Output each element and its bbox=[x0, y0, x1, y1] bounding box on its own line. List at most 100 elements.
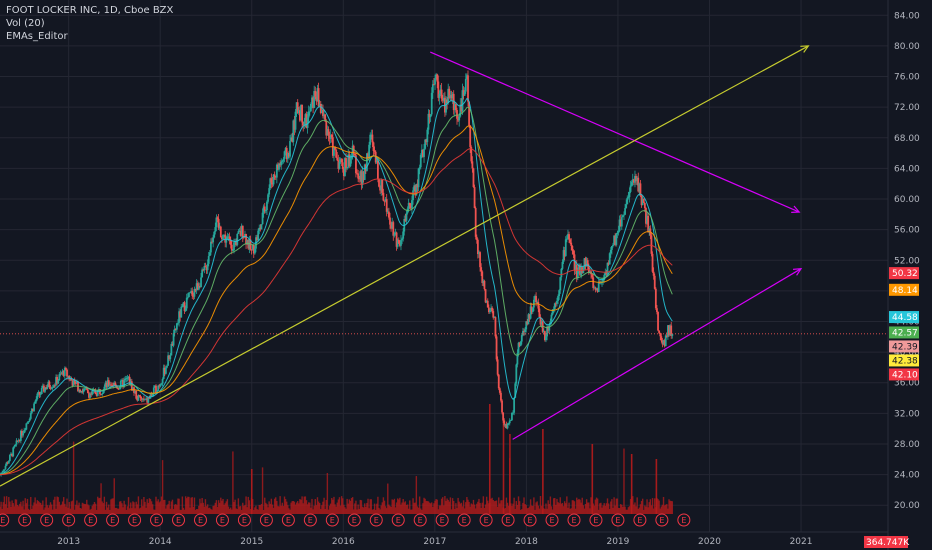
earnings-marker-icon[interactable] bbox=[347, 513, 361, 527]
earnings-marker-icon[interactable] bbox=[18, 513, 32, 527]
earnings-marker-icon[interactable] bbox=[589, 513, 603, 527]
volume-bar bbox=[315, 505, 318, 514]
earnings-marker-icon[interactable] bbox=[237, 513, 251, 527]
candle-body bbox=[256, 237, 258, 241]
candle-body bbox=[384, 199, 387, 201]
volume-bar bbox=[546, 508, 548, 514]
volume-bar bbox=[522, 502, 524, 514]
volume-bar bbox=[641, 498, 644, 514]
volume-indicator-label[interactable]: Vol (20) bbox=[6, 18, 45, 29]
candle-body bbox=[103, 386, 106, 391]
candle-body bbox=[5, 462, 8, 466]
earnings-marker-icon[interactable] bbox=[128, 513, 142, 527]
y-tick-label: 64.00 bbox=[894, 164, 920, 174]
volume-bar bbox=[557, 502, 559, 514]
earnings-marker-icon[interactable] bbox=[611, 513, 625, 527]
ema-indicator-label[interactable]: EMAs_Editor bbox=[6, 31, 68, 42]
volume-bar bbox=[206, 504, 209, 514]
earnings-marker-icon[interactable] bbox=[435, 513, 449, 527]
earnings-marker-icon[interactable] bbox=[281, 513, 295, 527]
candle-body bbox=[233, 242, 235, 251]
candle-body bbox=[297, 110, 300, 114]
candle-body bbox=[378, 179, 380, 187]
trendline-long-term-rising[interactable] bbox=[0, 45, 809, 487]
earnings-marker-icon[interactable] bbox=[677, 513, 691, 527]
candle-body bbox=[329, 134, 332, 139]
volume-badge bbox=[864, 536, 908, 548]
trendline-upper-resistance[interactable] bbox=[430, 51, 800, 213]
volume-bar bbox=[616, 498, 619, 514]
candle-body bbox=[537, 302, 540, 309]
earnings-marker-icon[interactable] bbox=[62, 513, 76, 527]
earnings-marker-icon[interactable] bbox=[215, 513, 229, 527]
earnings-marker-icon[interactable] bbox=[413, 513, 427, 527]
earnings-marker-icon[interactable] bbox=[523, 513, 537, 527]
earnings-marker-icon[interactable] bbox=[633, 513, 647, 527]
symbol-title[interactable]: FOOT LOCKER INC, 1D, Cboe BZX bbox=[6, 5, 174, 16]
earnings-marker-icon[interactable] bbox=[303, 513, 317, 527]
trendline-arrow-icon bbox=[800, 45, 810, 53]
trendline-lower-support[interactable] bbox=[512, 268, 802, 440]
volume-bar bbox=[111, 498, 113, 514]
earnings-marker-label: E bbox=[22, 516, 27, 525]
candle-body bbox=[58, 374, 61, 381]
earnings-marker-icon[interactable] bbox=[457, 513, 471, 527]
candle-body bbox=[631, 179, 634, 183]
volume-bar bbox=[663, 505, 666, 514]
candle-body bbox=[182, 302, 185, 307]
candle-body bbox=[508, 420, 511, 424]
earnings-marker-icon[interactable] bbox=[193, 513, 207, 527]
volume-bar bbox=[239, 506, 242, 514]
candle-body bbox=[469, 125, 472, 148]
earnings-marker-label: E bbox=[198, 516, 203, 525]
volume-bar bbox=[543, 508, 545, 514]
candle-body bbox=[660, 336, 663, 341]
volume-bar bbox=[30, 496, 32, 514]
earnings-marker-icon[interactable] bbox=[501, 513, 515, 527]
volume-bar bbox=[484, 504, 487, 514]
earnings-marker-icon[interactable] bbox=[567, 513, 581, 527]
earnings-marker-icon[interactable] bbox=[150, 513, 164, 527]
volume-bar bbox=[257, 509, 259, 514]
volume-bar bbox=[208, 508, 210, 514]
candle-body bbox=[373, 150, 376, 152]
volume-bar bbox=[57, 497, 59, 514]
volume-bar bbox=[20, 501, 22, 514]
earnings-marker-icon[interactable] bbox=[172, 513, 186, 527]
candle-body bbox=[604, 272, 607, 276]
earnings-marker-icon[interactable] bbox=[259, 513, 273, 527]
earnings-marker-icon[interactable] bbox=[655, 513, 669, 527]
earnings-marker-icon[interactable] bbox=[84, 513, 98, 527]
earnings-marker-icon[interactable] bbox=[40, 513, 54, 527]
candle-body bbox=[516, 353, 519, 365]
earnings-marker-icon[interactable] bbox=[325, 513, 339, 527]
volume-bar bbox=[39, 502, 42, 514]
earnings-marker-icon[interactable] bbox=[545, 513, 559, 527]
earnings-marker-icon[interactable] bbox=[106, 513, 120, 527]
candle-body bbox=[73, 379, 76, 382]
volume-bar bbox=[607, 503, 610, 514]
volume-bar bbox=[635, 506, 637, 514]
volume-bar bbox=[279, 496, 281, 514]
volume-bar bbox=[474, 508, 477, 514]
volume-bar bbox=[220, 497, 222, 514]
earnings-marker-icon[interactable] bbox=[0, 513, 10, 527]
volume-bar bbox=[592, 503, 594, 514]
volume-bar bbox=[41, 504, 43, 514]
volume-bar bbox=[189, 507, 191, 514]
earnings-marker-icon[interactable] bbox=[391, 513, 405, 527]
candle-body bbox=[11, 453, 13, 457]
volume-bar bbox=[92, 504, 95, 514]
volume-bar bbox=[90, 508, 92, 514]
volume-bar bbox=[487, 500, 489, 514]
candle-body bbox=[534, 296, 536, 300]
volume-bar bbox=[333, 496, 335, 514]
earnings-marker-icon[interactable] bbox=[479, 513, 493, 527]
volume-bar bbox=[498, 497, 500, 514]
earnings-marker-icon[interactable] bbox=[369, 513, 383, 527]
candle-body bbox=[94, 390, 97, 394]
candle-body bbox=[658, 330, 661, 334]
volume-bar bbox=[513, 497, 515, 514]
volume-bar bbox=[16, 504, 19, 514]
